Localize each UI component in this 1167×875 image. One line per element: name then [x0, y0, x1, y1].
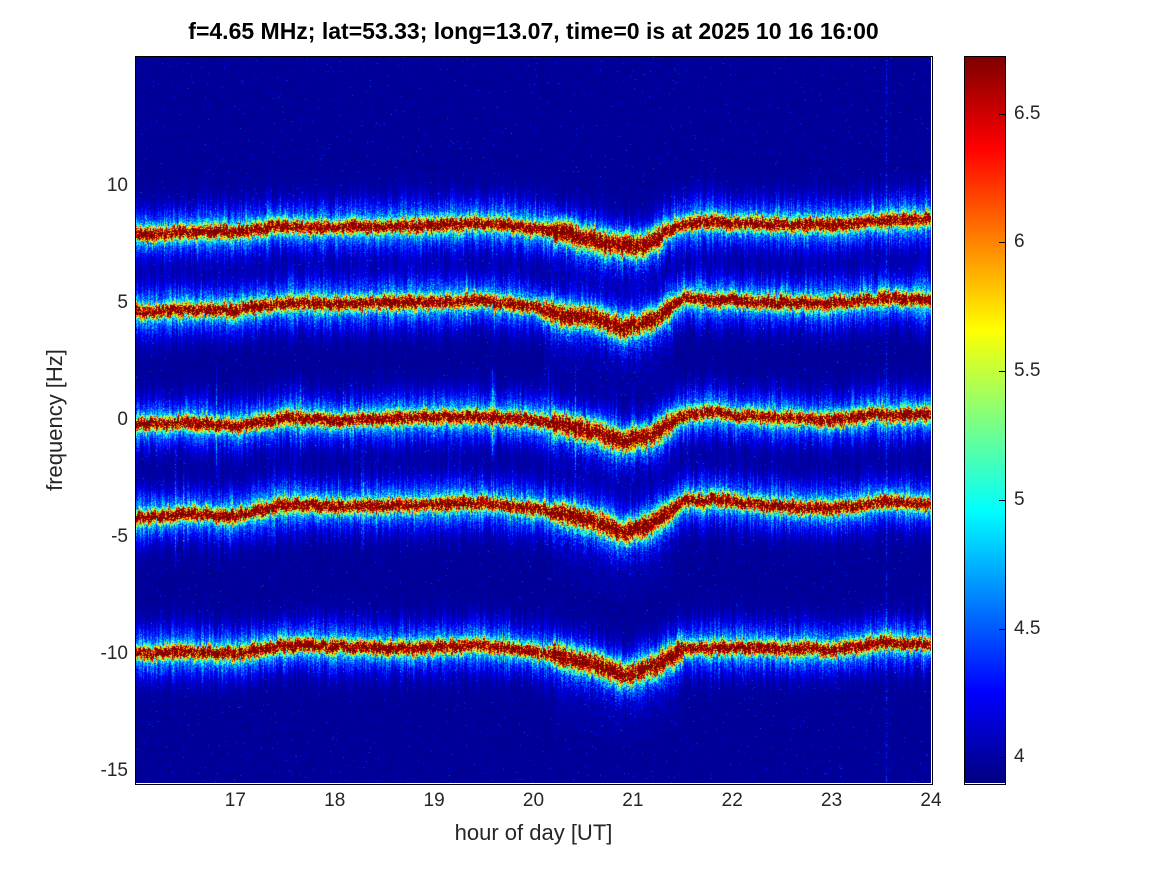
x-tick-label: 19: [423, 790, 445, 811]
y-tick-label: -15: [100, 760, 128, 782]
colorbar-tick-mark: [999, 499, 1005, 501]
colorbar-tick-label: 6.5: [1014, 102, 1041, 124]
colorbar-tick-mark: [999, 242, 1005, 244]
chart-title: f=4.65 MHz; lat=53.33; long=13.07, time=…: [188, 18, 879, 44]
x-axis-label: hour of day [UT]: [454, 820, 613, 845]
y-tick-label: 10: [106, 174, 128, 196]
colorbar-tick-label: 6: [1014, 231, 1025, 253]
colorbar-tick-mark: [999, 628, 1005, 630]
x-tick-label: 17: [224, 790, 246, 811]
colorbar-tick-label: 4.5: [1014, 617, 1041, 639]
colorbar-tick-mark: [999, 113, 1005, 115]
heatmap-canvas: [136, 57, 931, 783]
colorbar-tick-label: 4: [1014, 746, 1025, 768]
x-tick-label: 18: [324, 790, 346, 811]
x-tick-label: 22: [721, 790, 743, 811]
x-tick-label: 21: [622, 790, 644, 811]
colorbar: [965, 57, 1005, 783]
y-tick-label: -5: [111, 526, 128, 548]
x-tick-label: 24: [920, 790, 942, 811]
colorbar-tick-label: 5.5: [1014, 360, 1041, 382]
x-tick-label: 23: [821, 790, 843, 811]
x-tick-label: 20: [522, 790, 545, 811]
colorbar-tick-label: 5: [1014, 488, 1025, 510]
y-tick-label: 0: [117, 409, 128, 430]
y-axis-label: frequency [Hz]: [42, 349, 67, 491]
y-tick-label: 5: [117, 291, 128, 313]
colorbar-tick-mark: [999, 371, 1005, 373]
y-tick-label: -10: [100, 643, 128, 665]
colorbar-tick-mark: [999, 757, 1005, 759]
